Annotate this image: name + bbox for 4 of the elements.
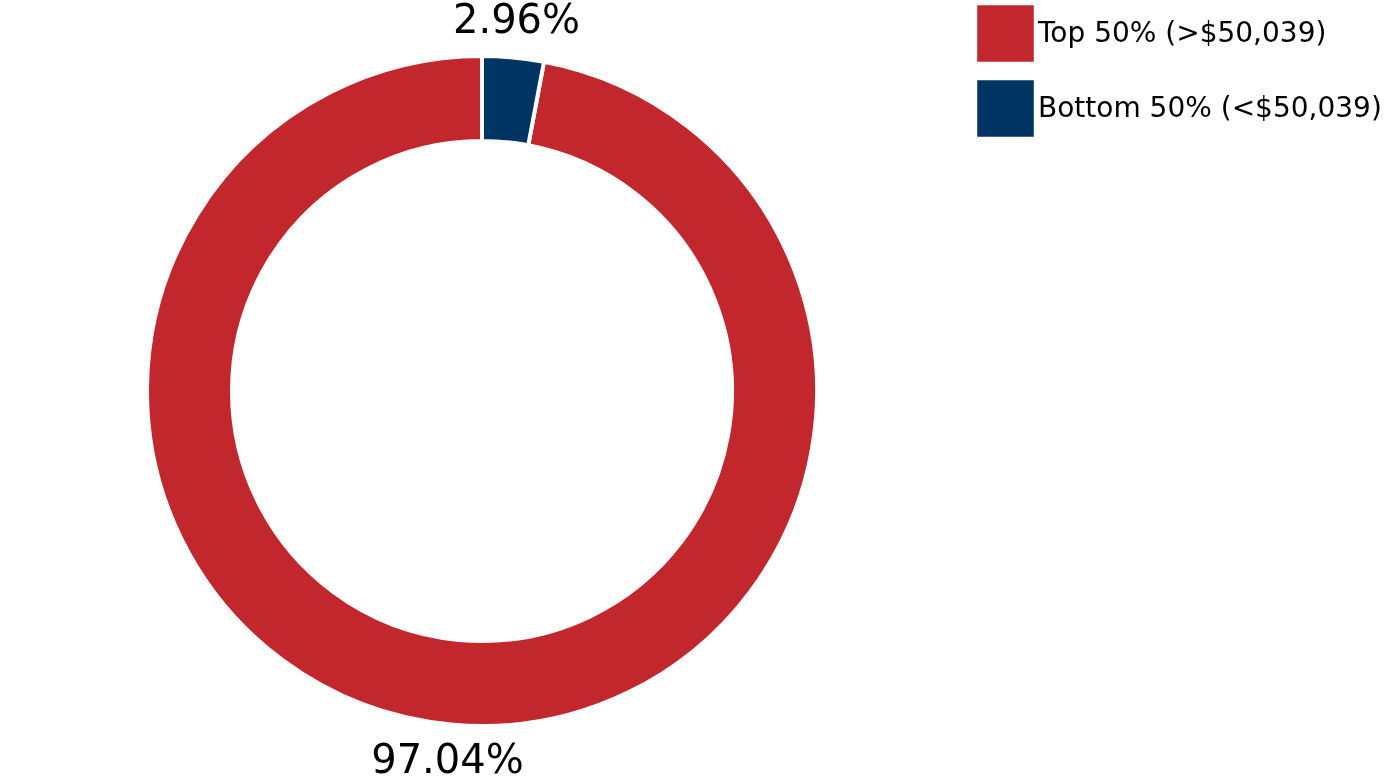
data-label: 97.04% bbox=[371, 736, 524, 782]
legend-label: Bottom 50% (<$50,039) bbox=[1038, 90, 1382, 124]
legend-label: Top 50% (>$50,039) bbox=[1037, 15, 1327, 49]
data-label: 2.96% bbox=[453, 0, 581, 42]
